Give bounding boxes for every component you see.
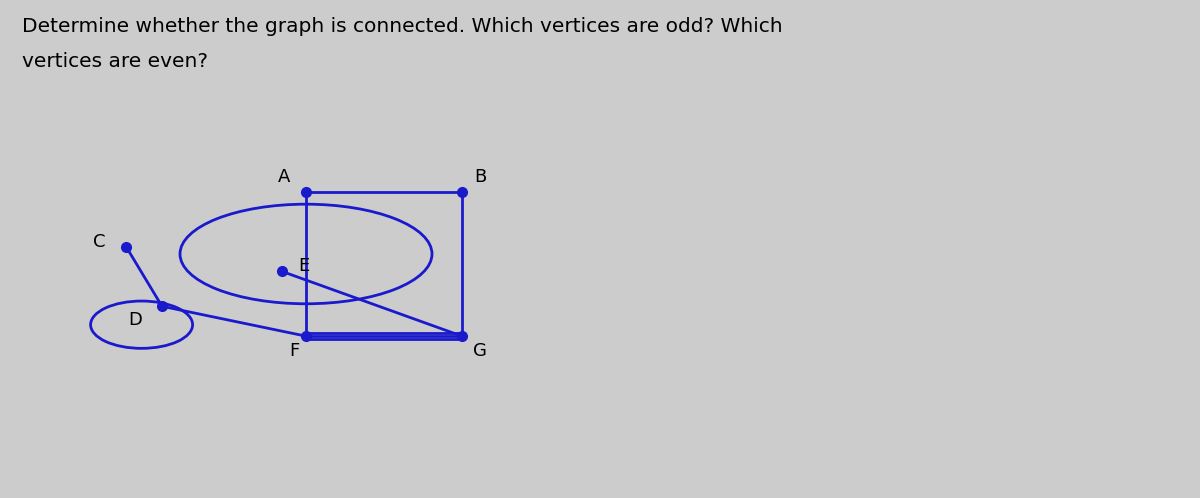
Text: F: F: [289, 342, 299, 360]
Text: E: E: [298, 257, 310, 275]
Text: G: G: [473, 342, 487, 360]
Text: Determine whether the graph is connected. Which vertices are odd? Which: Determine whether the graph is connected…: [22, 17, 782, 36]
Text: A: A: [278, 168, 290, 186]
Text: vertices are even?: vertices are even?: [22, 52, 208, 71]
Text: B: B: [474, 168, 486, 186]
Text: D: D: [128, 311, 143, 329]
Text: C: C: [94, 233, 106, 250]
